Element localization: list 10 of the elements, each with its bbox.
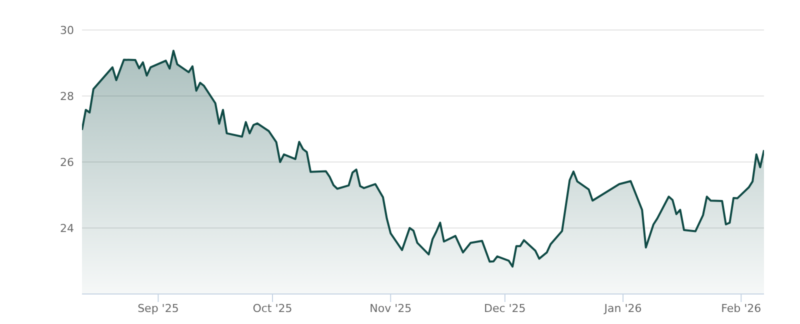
x-tick-label: Dec '25 (484, 302, 526, 315)
x-tick-label: Oct '25 (252, 302, 292, 315)
x-tick-label: Nov '25 (370, 302, 412, 315)
y-tick-label: 24 (60, 222, 74, 235)
x-tick-label: Feb '26 (721, 302, 762, 315)
x-tick-label: Jan '26 (603, 302, 642, 315)
y-tick-label: 28 (60, 90, 74, 103)
y-tick-label: 26 (60, 156, 74, 169)
x-tick-label: Sep '25 (138, 302, 179, 315)
y-tick-label: 30 (60, 24, 74, 37)
